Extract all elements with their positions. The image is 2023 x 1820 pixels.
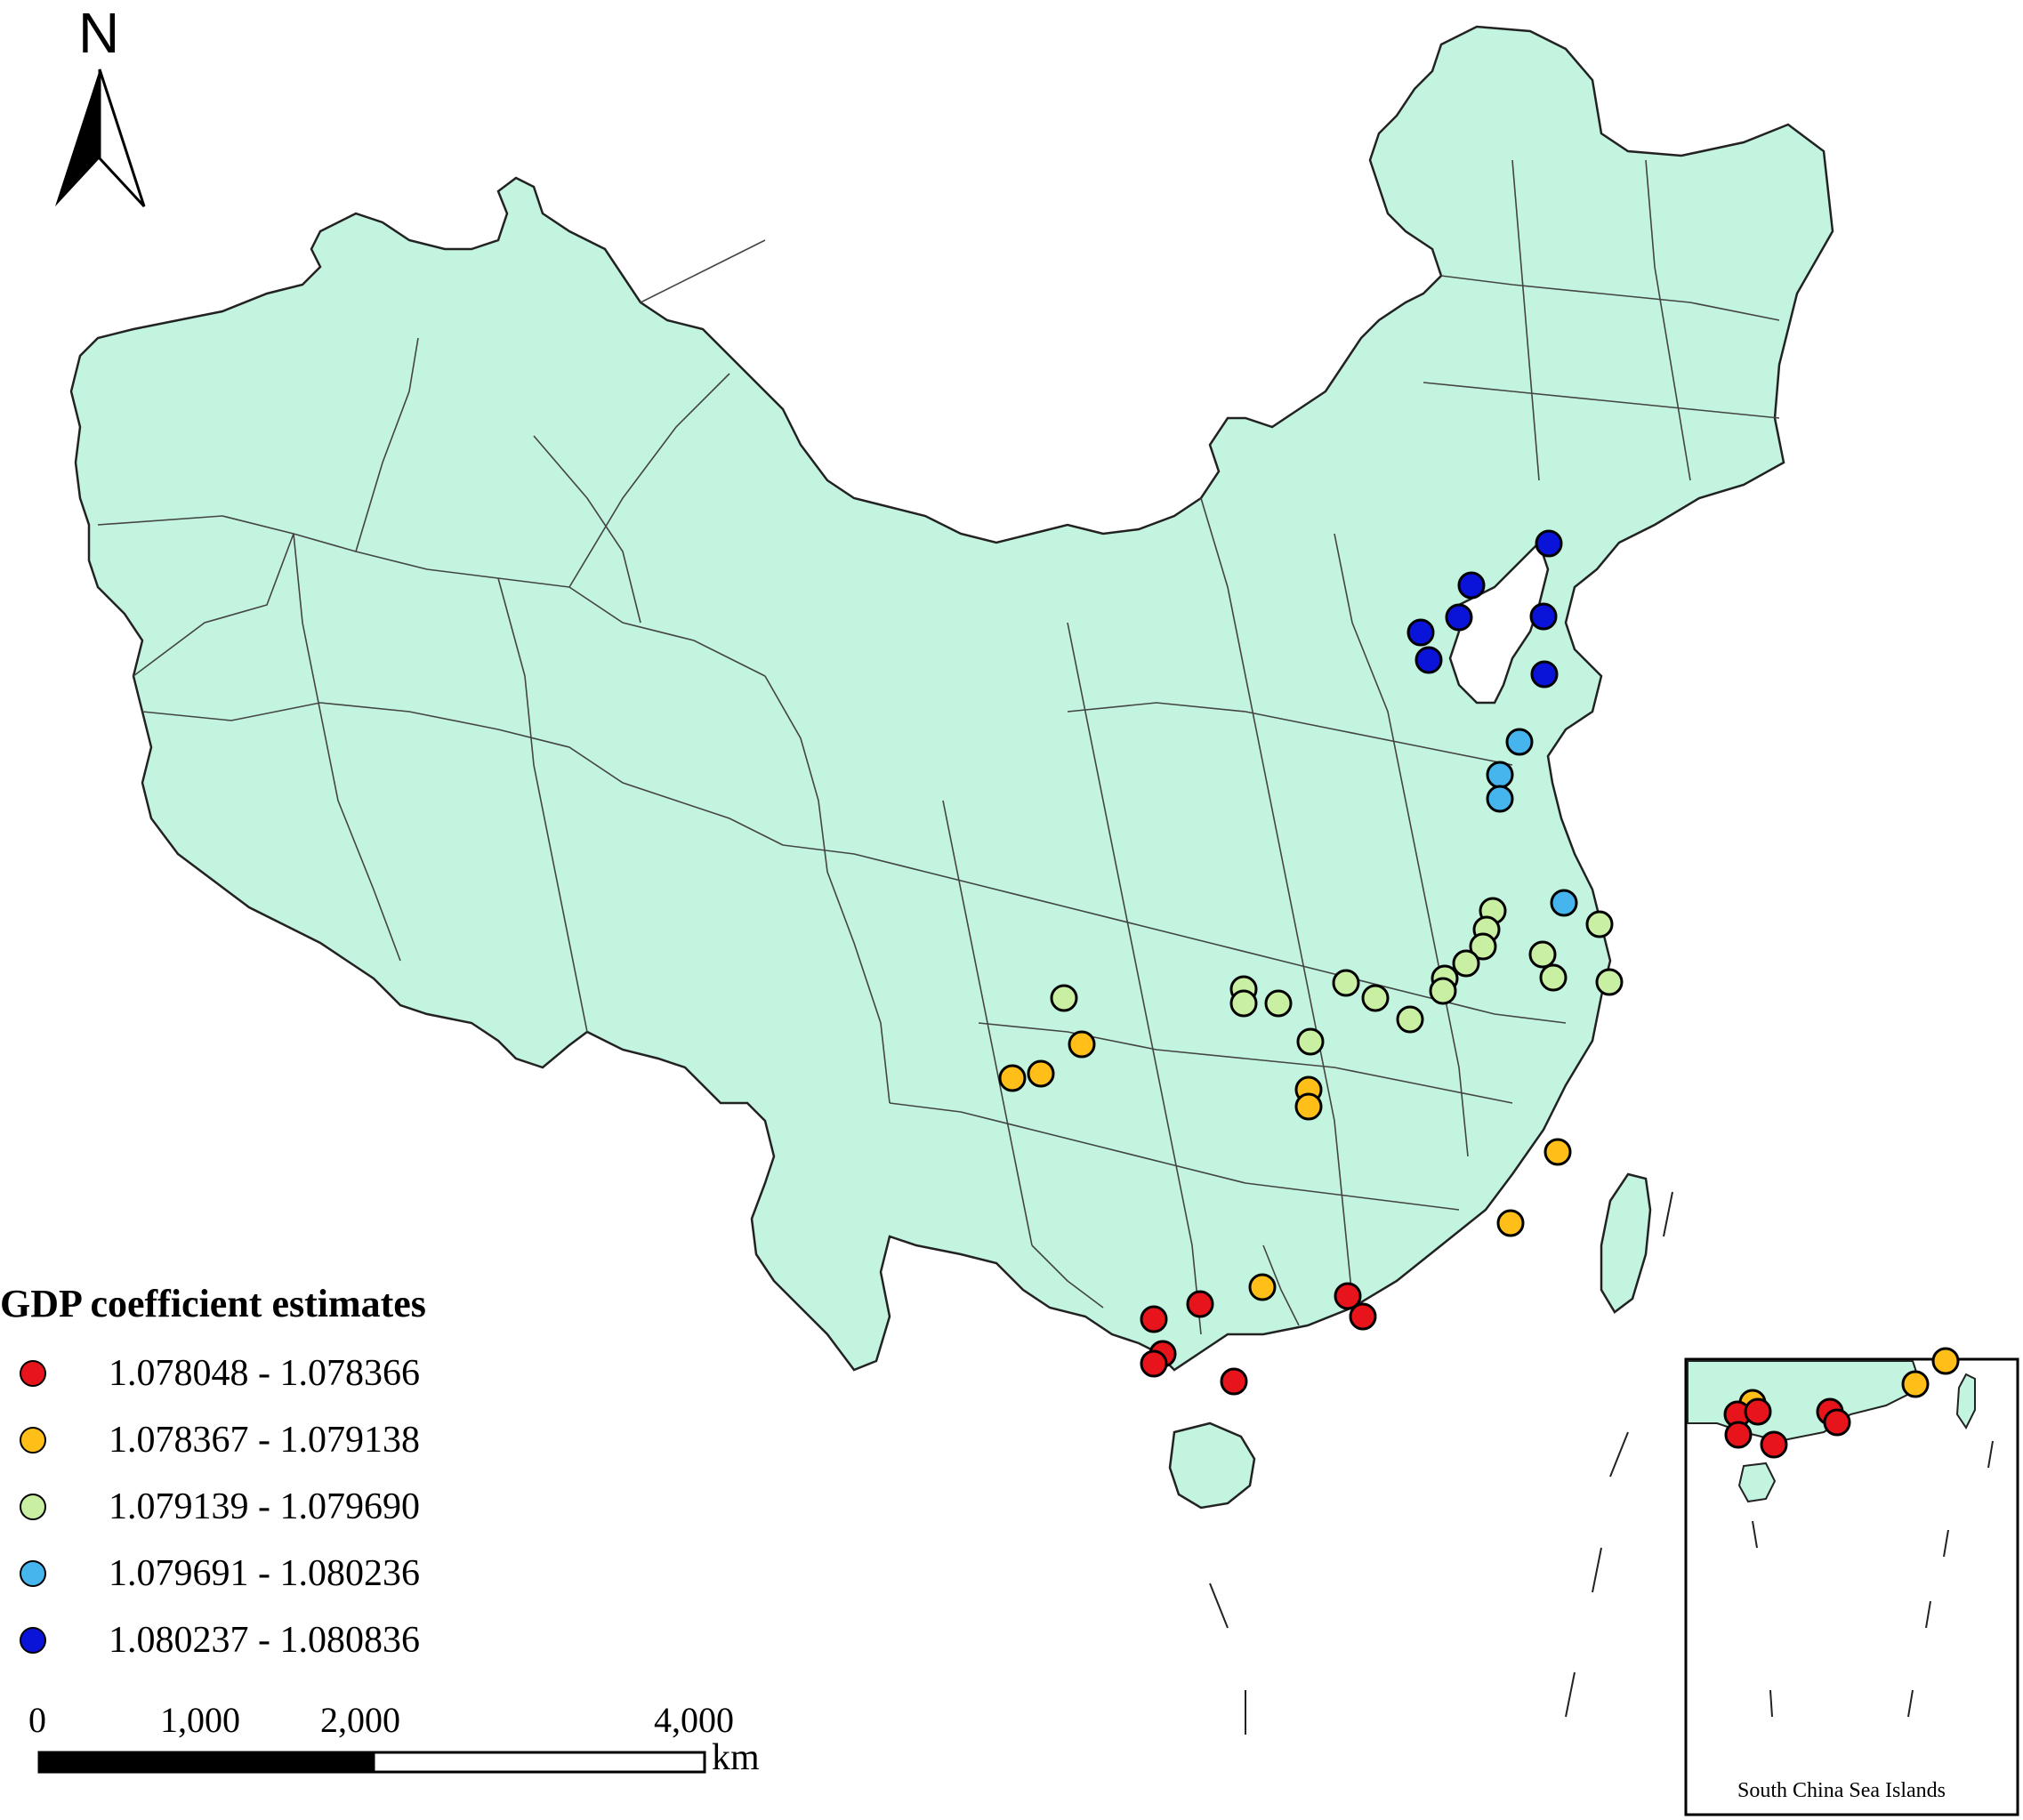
gdp-point-marker: [1296, 1027, 1325, 1056]
inset-taiwan: [1955, 1373, 1976, 1429]
nine-dash-line: [1209, 1191, 1673, 1735]
legend-item: 1.078367 - 1.079138: [20, 1420, 420, 1461]
scale-label: 1,000: [160, 1700, 240, 1740]
legend-range: 1.079139 - 1.079690: [109, 1486, 420, 1527]
scale-label: 2,000: [320, 1700, 400, 1740]
gdp-point-marker: [1229, 989, 1258, 1018]
gdp-point-marker: [1528, 940, 1557, 969]
legend-swatch: [20, 1360, 46, 1387]
legend-item: 1.078048 - 1.078366: [20, 1353, 420, 1394]
gdp-point-marker: [1445, 603, 1473, 632]
gdp-point-marker: [1050, 984, 1078, 1012]
gdp-point-marker: [1585, 910, 1614, 938]
gdp-point-marker: [1332, 969, 1360, 997]
gdp-point-marker: [1334, 1282, 1362, 1310]
scale-bar: [37, 1751, 706, 1774]
scale-label: 4,000: [654, 1700, 734, 1740]
hainan-island: [1168, 1421, 1256, 1510]
legend-title: GDP coefficient estimates: [0, 1282, 426, 1325]
gdp-point-marker: [1595, 968, 1624, 996]
scale-label: 0: [28, 1700, 46, 1740]
gdp-point-marker: [1068, 1030, 1096, 1059]
gdp-point-marker: [1486, 761, 1514, 789]
gdp-point-marker: [1140, 1349, 1168, 1378]
gdp-point-marker: [1539, 963, 1568, 992]
gdp-point-marker: [1496, 1209, 1525, 1237]
gdp-point-marker: [1486, 785, 1514, 813]
region-boundaries: [97, 159, 1780, 1335]
legend-swatch: [20, 1627, 46, 1654]
gdp-point-marker: [1361, 984, 1390, 1012]
gdp-point-marker: [998, 1064, 1027, 1092]
gdp-points-layer: [998, 529, 1960, 1459]
legend-item: 1.080237 - 1.080836: [20, 1620, 420, 1661]
gdp-point-marker: [1186, 1290, 1214, 1318]
legend-item: 1.079139 - 1.079690: [20, 1486, 420, 1527]
gdp-point-marker: [1530, 660, 1559, 689]
inset-hainan: [1737, 1462, 1777, 1503]
gdp-point-marker: [1901, 1370, 1930, 1398]
legend-item: 1.079691 - 1.080236: [20, 1553, 420, 1594]
gdp-point-marker: [1027, 1059, 1055, 1088]
north-arrow-icon: [55, 68, 146, 208]
gdp-point-marker: [1349, 1302, 1377, 1331]
gdp-point-marker: [1429, 977, 1457, 1005]
gdp-point-marker: [1220, 1367, 1248, 1396]
gdp-point-marker: [1248, 1273, 1277, 1301]
gdp-point-marker: [1823, 1408, 1851, 1437]
gdp-point-marker: [1744, 1397, 1772, 1426]
legend-swatch: [20, 1494, 46, 1520]
legend-range: 1.080237 - 1.080836: [109, 1620, 420, 1661]
inset-caption: South China Sea Islands: [1737, 1779, 1946, 1802]
gdp-point-marker: [1264, 989, 1293, 1018]
gdp-point-marker: [1140, 1305, 1168, 1333]
gdp-point-marker: [1406, 618, 1435, 647]
gdp-point-marker: [1931, 1347, 1960, 1375]
gdp-point-marker: [1414, 646, 1443, 674]
gdp-point-marker: [1724, 1421, 1753, 1449]
taiwan-island: [1600, 1172, 1652, 1314]
legend-range: 1.079691 - 1.080236: [109, 1553, 420, 1594]
gdp-point-marker: [1760, 1430, 1788, 1459]
gdp-point-marker: [1543, 1138, 1572, 1166]
gdp-point-marker: [1294, 1092, 1323, 1121]
gdp-point-marker: [1550, 889, 1578, 917]
gdp-point-marker: [1396, 1005, 1424, 1034]
legend-range: 1.078367 - 1.079138: [109, 1420, 420, 1461]
mainland-china: [69, 25, 1834, 1372]
legend-swatch: [20, 1560, 46, 1587]
legend-swatch: [20, 1427, 46, 1454]
north-label: N: [78, 1, 120, 65]
legend-range: 1.078048 - 1.078366: [109, 1353, 420, 1394]
scale-unit: km: [712, 1737, 760, 1778]
inset-nine-dash-line: [1752, 1440, 1994, 1718]
bohai-sea: [1448, 540, 1550, 705]
gdp-point-marker: [1452, 949, 1480, 978]
gdp-point-marker: [1505, 728, 1534, 756]
gdp-point-marker: [1469, 932, 1497, 961]
gdp-point-marker: [1457, 571, 1486, 600]
gdp-point-marker: [1535, 529, 1563, 558]
gdp-point-marker: [1529, 602, 1558, 631]
